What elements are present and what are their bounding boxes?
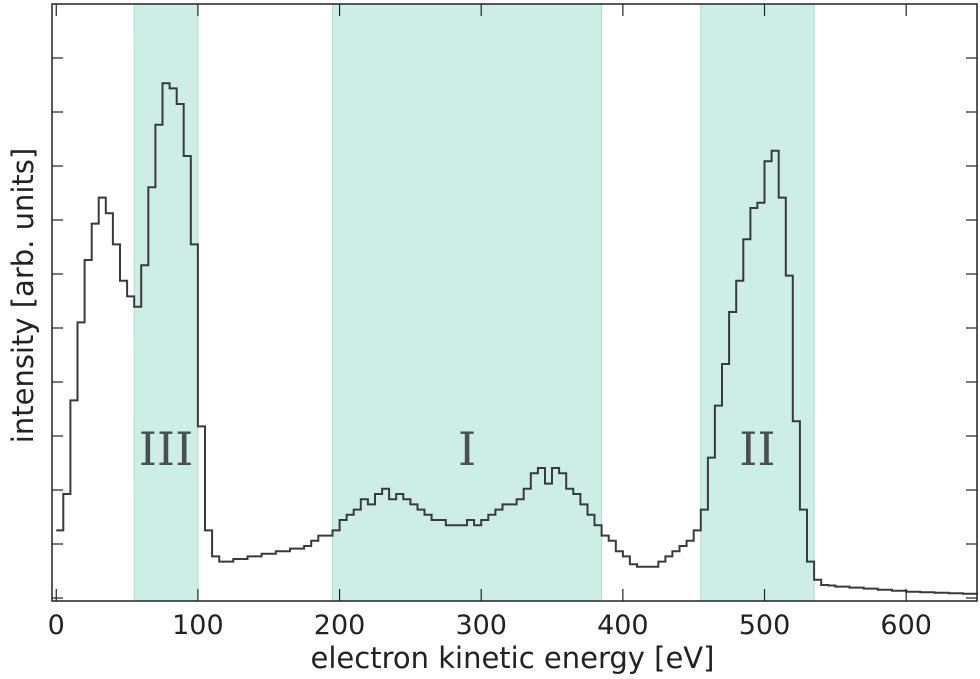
x-tick-label-300: 300 (455, 610, 507, 641)
region-band-I (331, 3, 603, 602)
region-label-II: II (739, 422, 775, 476)
x-tick-label-600: 600 (880, 610, 932, 641)
region-label-III: III (139, 422, 194, 476)
x-axis-label: electron kinetic energy [eV] (311, 641, 715, 675)
x-axis-ticks: 0 100 200 300 400 500 600 (48, 4, 932, 641)
spectrum-series-line (56, 82, 978, 595)
x-tick-label-100: 100 (172, 610, 224, 641)
region-band-III (133, 3, 199, 602)
x-tick-label-500: 500 (739, 610, 791, 641)
x-tick-label-0: 0 (48, 610, 65, 641)
y-axis-label: intensity [arb. units] (6, 148, 40, 443)
highlight-regions (133, 3, 815, 602)
x-tick-label-200: 200 (314, 610, 366, 641)
y-axis-ticks (52, 57, 977, 599)
region-label-I: I (458, 422, 476, 476)
region-band-II (700, 3, 815, 602)
region-labels: III I II (139, 422, 776, 476)
plot-frame (51, 3, 978, 602)
x-tick-label-400: 400 (597, 610, 649, 641)
